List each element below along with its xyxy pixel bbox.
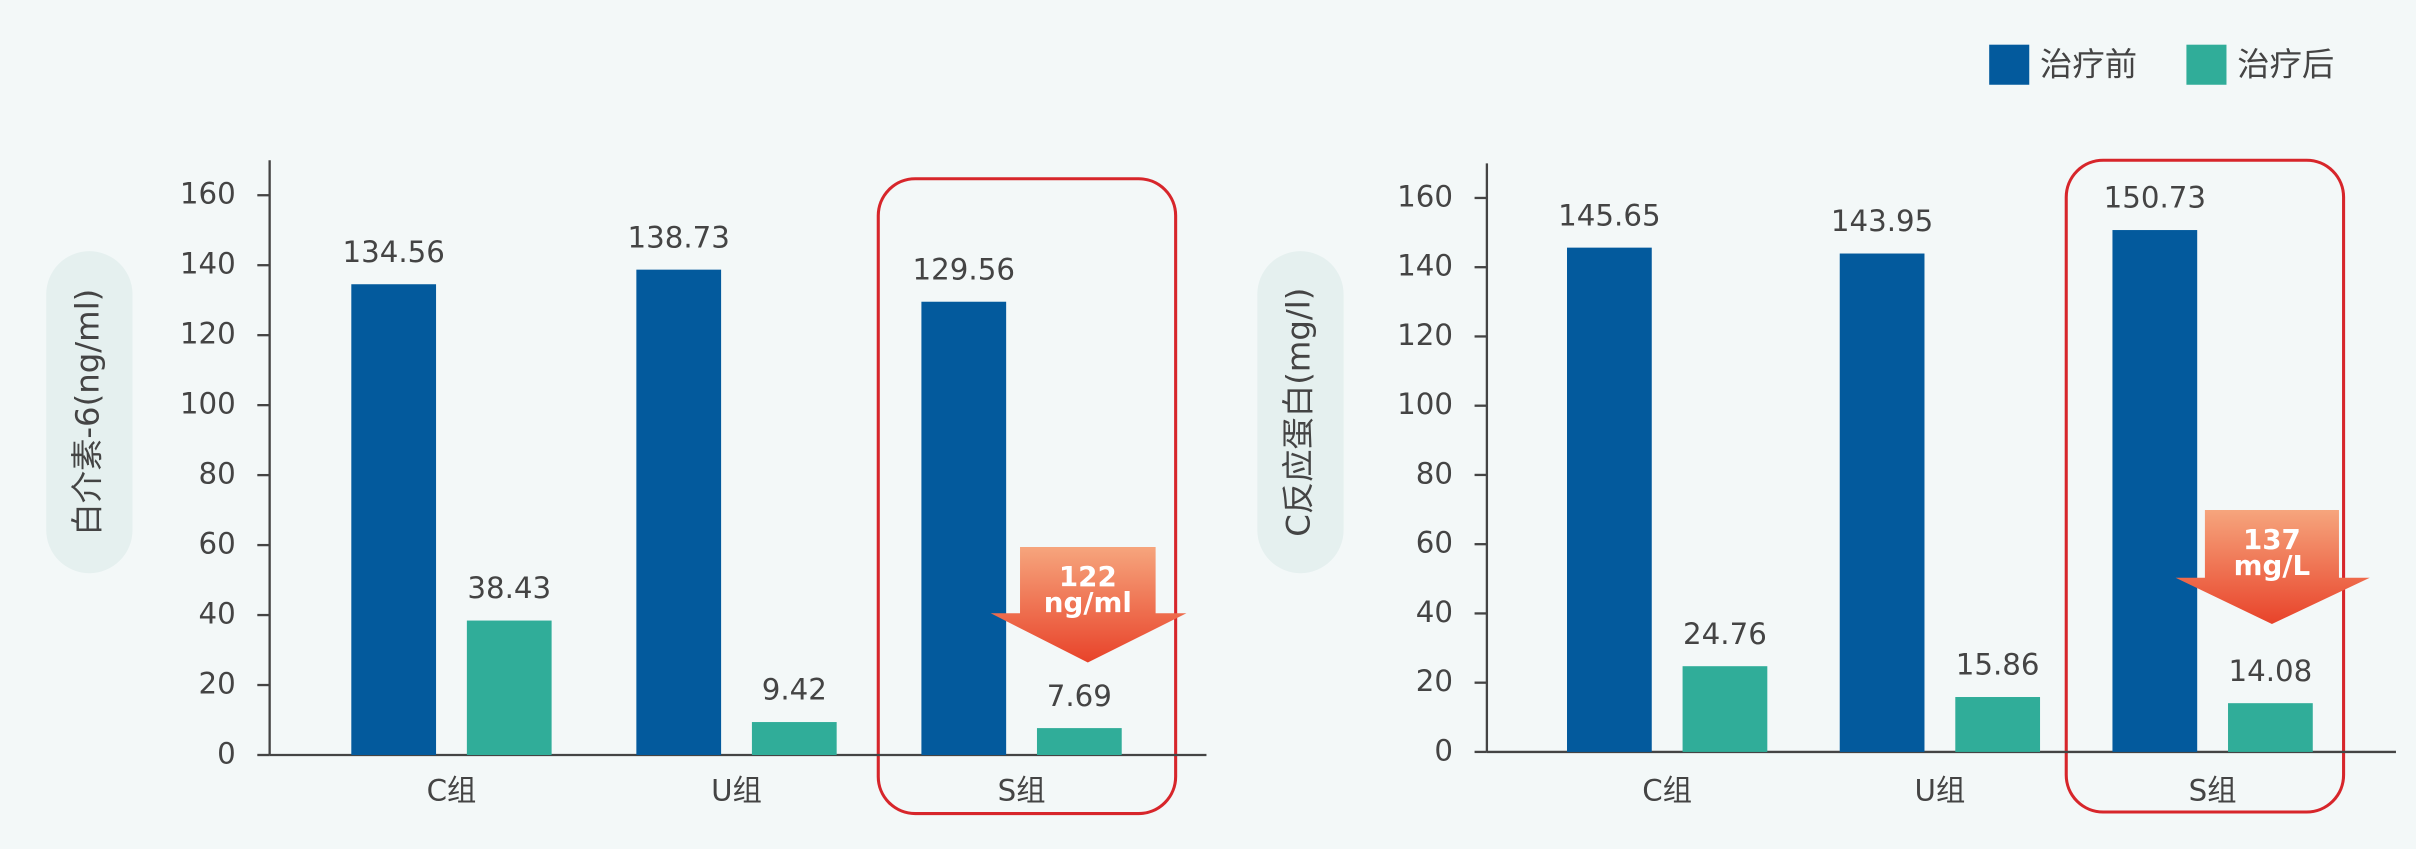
bar (1036, 728, 1122, 756)
y-tick-label: 0 (1434, 733, 1453, 767)
y-tick-label: 60 (198, 527, 235, 561)
y-tick-label: 120 (180, 317, 236, 351)
x-tick-label: S组 (2189, 773, 2237, 807)
bar (1682, 666, 1768, 752)
bar (1839, 253, 1925, 752)
y-tick-label: 80 (198, 457, 235, 491)
legend-swatch (2186, 44, 2227, 85)
x-tick-label: C组 (1642, 773, 1692, 807)
annotation-text: 137 (2243, 523, 2301, 556)
highlight-box (2064, 158, 2346, 814)
y-tick-label: 100 (180, 387, 236, 421)
data-label: 9.42 (762, 673, 827, 707)
data-label: 145.65 (1558, 198, 1660, 232)
y-tick-label: 140 (1397, 249, 1453, 283)
y-label-pill (46, 251, 133, 574)
annotation-text: 122 (1059, 560, 1117, 593)
y-tick-label: 20 (1416, 664, 1453, 698)
legend-label: 治疗前 (2040, 45, 2137, 83)
y-tick-label: 160 (1397, 179, 1453, 213)
legend-label: 治疗后 (2237, 45, 2334, 83)
data-label: 150.73 (2104, 181, 2206, 215)
data-label: 15.86 (1956, 648, 2040, 682)
bar (2112, 230, 2198, 752)
data-label: 7.69 (1047, 679, 1112, 713)
bar (751, 722, 837, 756)
bar (1955, 697, 2041, 752)
legend-swatch (1989, 44, 2030, 85)
y-tick-label: 60 (1416, 526, 1453, 560)
x-tick-label: U组 (711, 773, 762, 807)
annotation-text: ng/ml (1044, 586, 1132, 619)
x-tick-label: U组 (1915, 773, 1966, 807)
y-tick-label: 160 (180, 177, 236, 211)
y-axis-label: C反应蛋白(mg/l) (1279, 288, 1317, 537)
y-tick-label: 100 (1397, 387, 1453, 421)
bar (466, 620, 552, 756)
data-label: 143.95 (1831, 204, 1933, 238)
annotation-arrow (990, 546, 1187, 663)
annotation-arrow (2175, 510, 2370, 625)
y-label-pill (1257, 251, 1344, 574)
annotation-text: mg/L (2234, 549, 2311, 582)
y-tick-label: 140 (180, 247, 236, 281)
bar (636, 269, 722, 756)
x-tick-label: S组 (998, 773, 1046, 807)
y-tick-label: 20 (198, 667, 235, 701)
data-label: 129.56 (913, 252, 1015, 286)
bar (2228, 703, 2313, 752)
bar (921, 301, 1007, 756)
data-label: 134.56 (342, 235, 444, 269)
data-label: 38.43 (467, 571, 551, 605)
data-label: 24.76 (1683, 617, 1767, 651)
y-tick-label: 120 (1397, 318, 1453, 352)
x-tick-label: C组 (427, 773, 477, 807)
y-axis-label: 白介素-6(ng/ml) (68, 289, 106, 536)
data-label: 138.73 (628, 220, 730, 254)
y-tick-label: 0 (217, 737, 236, 771)
y-tick-label: 80 (1416, 456, 1453, 490)
bar (1567, 247, 1652, 752)
bar (351, 284, 437, 756)
y-tick-label: 40 (1416, 595, 1453, 629)
y-tick-label: 40 (198, 597, 235, 631)
highlight-box (876, 177, 1178, 816)
data-label: 14.08 (2228, 654, 2312, 688)
